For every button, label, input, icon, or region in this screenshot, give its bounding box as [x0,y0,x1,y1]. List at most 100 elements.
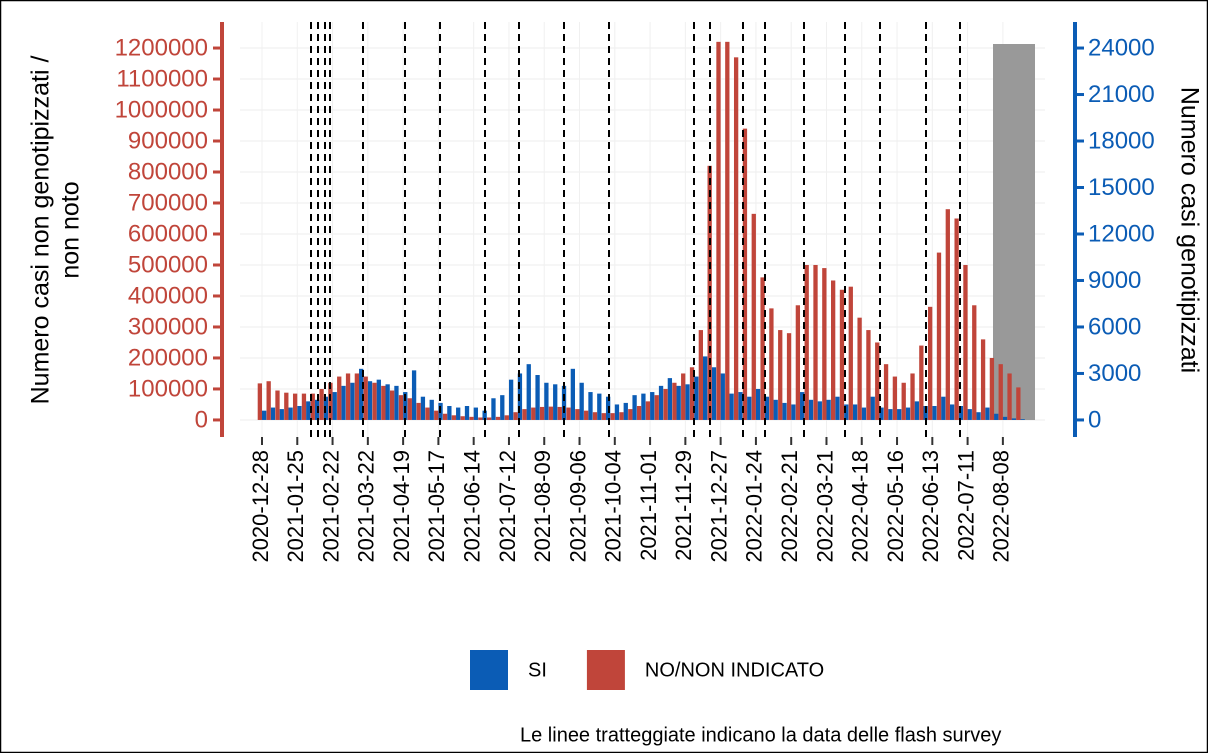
bar [636,406,642,420]
bar [535,375,540,420]
bar [738,392,743,420]
bar [337,376,342,420]
bar [936,252,942,420]
x-tick-label: 2022-06-13 [918,450,943,563]
bar [998,364,1003,420]
y-tick-label: 1000000 [115,96,208,123]
bar [1002,416,1008,420]
bar [883,364,889,420]
bar [778,330,783,420]
bar [588,392,593,420]
x-tick-label: 2020-12-28 [248,450,273,563]
bar [385,384,390,420]
bar [434,410,439,420]
bar [804,264,809,420]
bar [949,404,955,420]
bar [901,382,906,420]
y2-tick-label: 24000 [1088,34,1155,61]
bar [407,398,412,420]
bar [601,413,606,420]
x-tick-label: 2022-02-21 [777,450,802,563]
bar [914,401,919,420]
y-tick-label: 0 [195,406,208,433]
bar [681,373,686,420]
bar [411,370,417,420]
bar [786,333,792,420]
bar [614,404,620,420]
bar [632,395,637,420]
bar [584,410,589,420]
bar [645,401,651,420]
bar [482,410,487,420]
y2-axis-title: Numero casi genotipizzati [1175,87,1203,373]
bar [460,416,465,420]
bar [557,406,562,420]
bar [795,305,801,420]
bar [844,404,849,420]
y2-tick-label: 6000 [1088,313,1141,340]
bar [575,409,580,420]
bar [350,382,355,420]
x-tick-label: 2021-11-01 [636,450,661,561]
bar [755,388,761,420]
bar [839,289,845,420]
x-tick-label: 2021-04-19 [389,450,414,563]
bar [976,412,981,420]
bar [284,392,289,420]
bar [658,385,664,420]
x-tick-label: 2022-04-18 [848,450,873,563]
bar [508,379,514,420]
bar [398,395,404,420]
y2-tick-label: 0 [1088,406,1101,433]
bar [359,368,364,420]
bar [539,406,545,420]
bar [500,395,505,420]
bar [764,396,770,420]
y-tick-label: 1200000 [115,34,208,61]
bar [919,345,924,420]
x-tick-label: 2021-11-29 [671,450,696,561]
bar [817,401,822,420]
bar [288,407,293,420]
x-tick-label: 2021-12-27 [706,450,731,563]
y-axis-title: Numero casi non genotipizzati / [27,56,55,405]
y-tick-label: 600000 [128,220,208,247]
bar [932,406,937,420]
bar [826,399,831,420]
y2-tick-label: 9000 [1088,267,1141,294]
bar [747,396,752,420]
x-tick-label: 2021-03-22 [354,450,379,563]
bar [548,406,554,420]
bar [592,412,598,420]
bar [905,407,911,420]
bar [729,393,734,420]
bar [328,382,333,420]
x-tick-label: 2022-05-16 [883,450,908,563]
y-tick-label: 800000 [128,158,208,185]
bar [954,218,959,420]
bar [429,399,434,420]
bar [495,416,501,420]
bar [663,388,668,420]
bar [897,409,902,420]
bar [813,264,818,420]
y2-tick-label: 12000 [1088,220,1155,247]
bar [319,388,324,420]
bar [861,407,867,420]
bar [504,415,509,420]
shaded-period [993,44,1035,420]
y-tick-label: 300000 [128,313,208,340]
x-tick-label: 2021-02-22 [318,450,343,563]
bar [751,213,756,420]
bar [720,373,725,420]
bar [1007,373,1012,420]
bar [733,57,739,420]
x-tick-label: 2022-01-24 [742,450,767,563]
bar [972,305,977,420]
y2-tick-label: 18000 [1088,127,1155,154]
bar [566,407,571,420]
x-tick-label: 2021-06-14 [459,450,484,563]
bar [892,376,898,420]
bar [1020,419,1025,420]
